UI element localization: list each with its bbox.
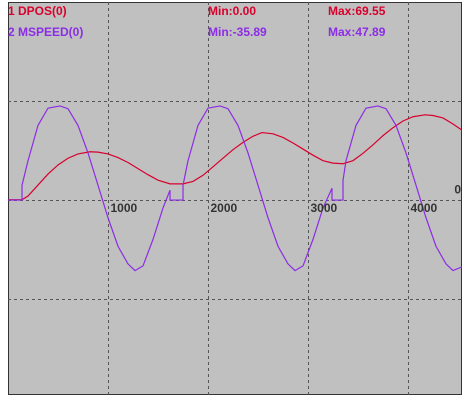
x-tick-label: 2000 — [211, 201, 238, 215]
x-tick-label: 3000 — [311, 201, 338, 215]
min-label: Min:0.00 — [208, 4, 256, 18]
trace — [8, 114, 462, 201]
legend-name: 2 MSPEED(0) — [8, 25, 83, 39]
trace — [8, 105, 462, 272]
x-tick-label: 4000 — [411, 201, 438, 215]
traces — [8, 105, 462, 272]
labels: 1000 2000 3000 4000 0 1 DPOS(0) Min:0.00 Max:69… — [8, 4, 461, 215]
y-tick-label: 0 — [454, 183, 461, 197]
max-label: Max:47.89 — [328, 25, 386, 39]
min-label: Min:-35.89 — [208, 25, 267, 39]
x-tick-label: 1000 — [111, 201, 138, 215]
grid — [8, 2, 462, 395]
max-label: Max:69.55 — [328, 4, 386, 18]
legend-name: 1 DPOS(0) — [8, 4, 67, 18]
plot-area — [8, 2, 462, 395]
